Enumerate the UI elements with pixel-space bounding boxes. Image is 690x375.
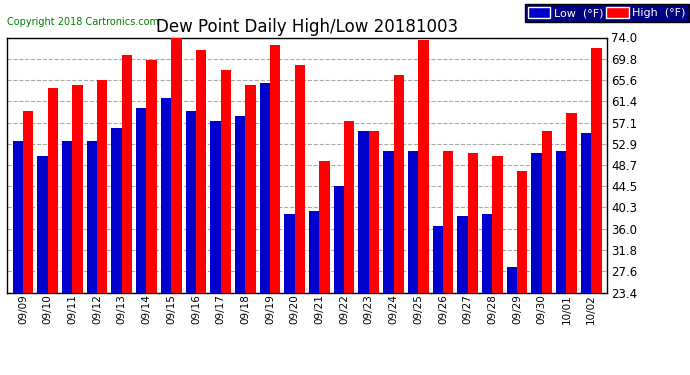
Bar	[591, 48, 602, 375]
Bar	[542, 131, 552, 375]
Bar	[259, 83, 270, 375]
Bar	[210, 121, 221, 375]
Bar	[161, 98, 171, 375]
Bar	[309, 211, 319, 375]
Bar	[23, 111, 33, 375]
Bar	[556, 151, 566, 375]
Bar	[493, 156, 503, 375]
Bar	[97, 80, 108, 375]
Bar	[186, 111, 196, 375]
Bar	[383, 151, 393, 375]
Bar	[295, 65, 305, 375]
Bar	[72, 86, 83, 375]
Bar	[171, 33, 181, 375]
Bar	[443, 151, 453, 375]
Bar	[12, 141, 23, 375]
Bar	[284, 214, 295, 375]
Bar	[48, 88, 58, 375]
Bar	[566, 113, 577, 375]
Bar	[482, 214, 493, 375]
Title: Dew Point Daily High/Low 20181003: Dew Point Daily High/Low 20181003	[156, 18, 458, 36]
Legend: Low  (°F), High  (°F): Low (°F), High (°F)	[524, 3, 689, 22]
Bar	[344, 121, 355, 375]
Bar	[517, 171, 527, 375]
Bar	[146, 60, 157, 375]
Bar	[393, 75, 404, 375]
Bar	[221, 70, 231, 375]
Bar	[369, 131, 380, 375]
Bar	[468, 153, 478, 375]
Bar	[506, 267, 517, 375]
Bar	[37, 156, 48, 375]
Bar	[358, 131, 369, 375]
Bar	[121, 55, 132, 375]
Text: Copyright 2018 Cartronics.com: Copyright 2018 Cartronics.com	[7, 17, 159, 27]
Bar	[408, 151, 418, 375]
Bar	[270, 45, 280, 375]
Bar	[433, 226, 443, 375]
Bar	[136, 108, 146, 375]
Bar	[245, 86, 256, 375]
Bar	[418, 40, 428, 375]
Bar	[457, 216, 468, 375]
Bar	[87, 141, 97, 375]
Bar	[235, 116, 245, 375]
Bar	[334, 186, 344, 375]
Bar	[581, 133, 591, 375]
Bar	[319, 161, 330, 375]
Bar	[62, 141, 72, 375]
Bar	[111, 128, 121, 375]
Bar	[196, 50, 206, 375]
Bar	[531, 153, 542, 375]
